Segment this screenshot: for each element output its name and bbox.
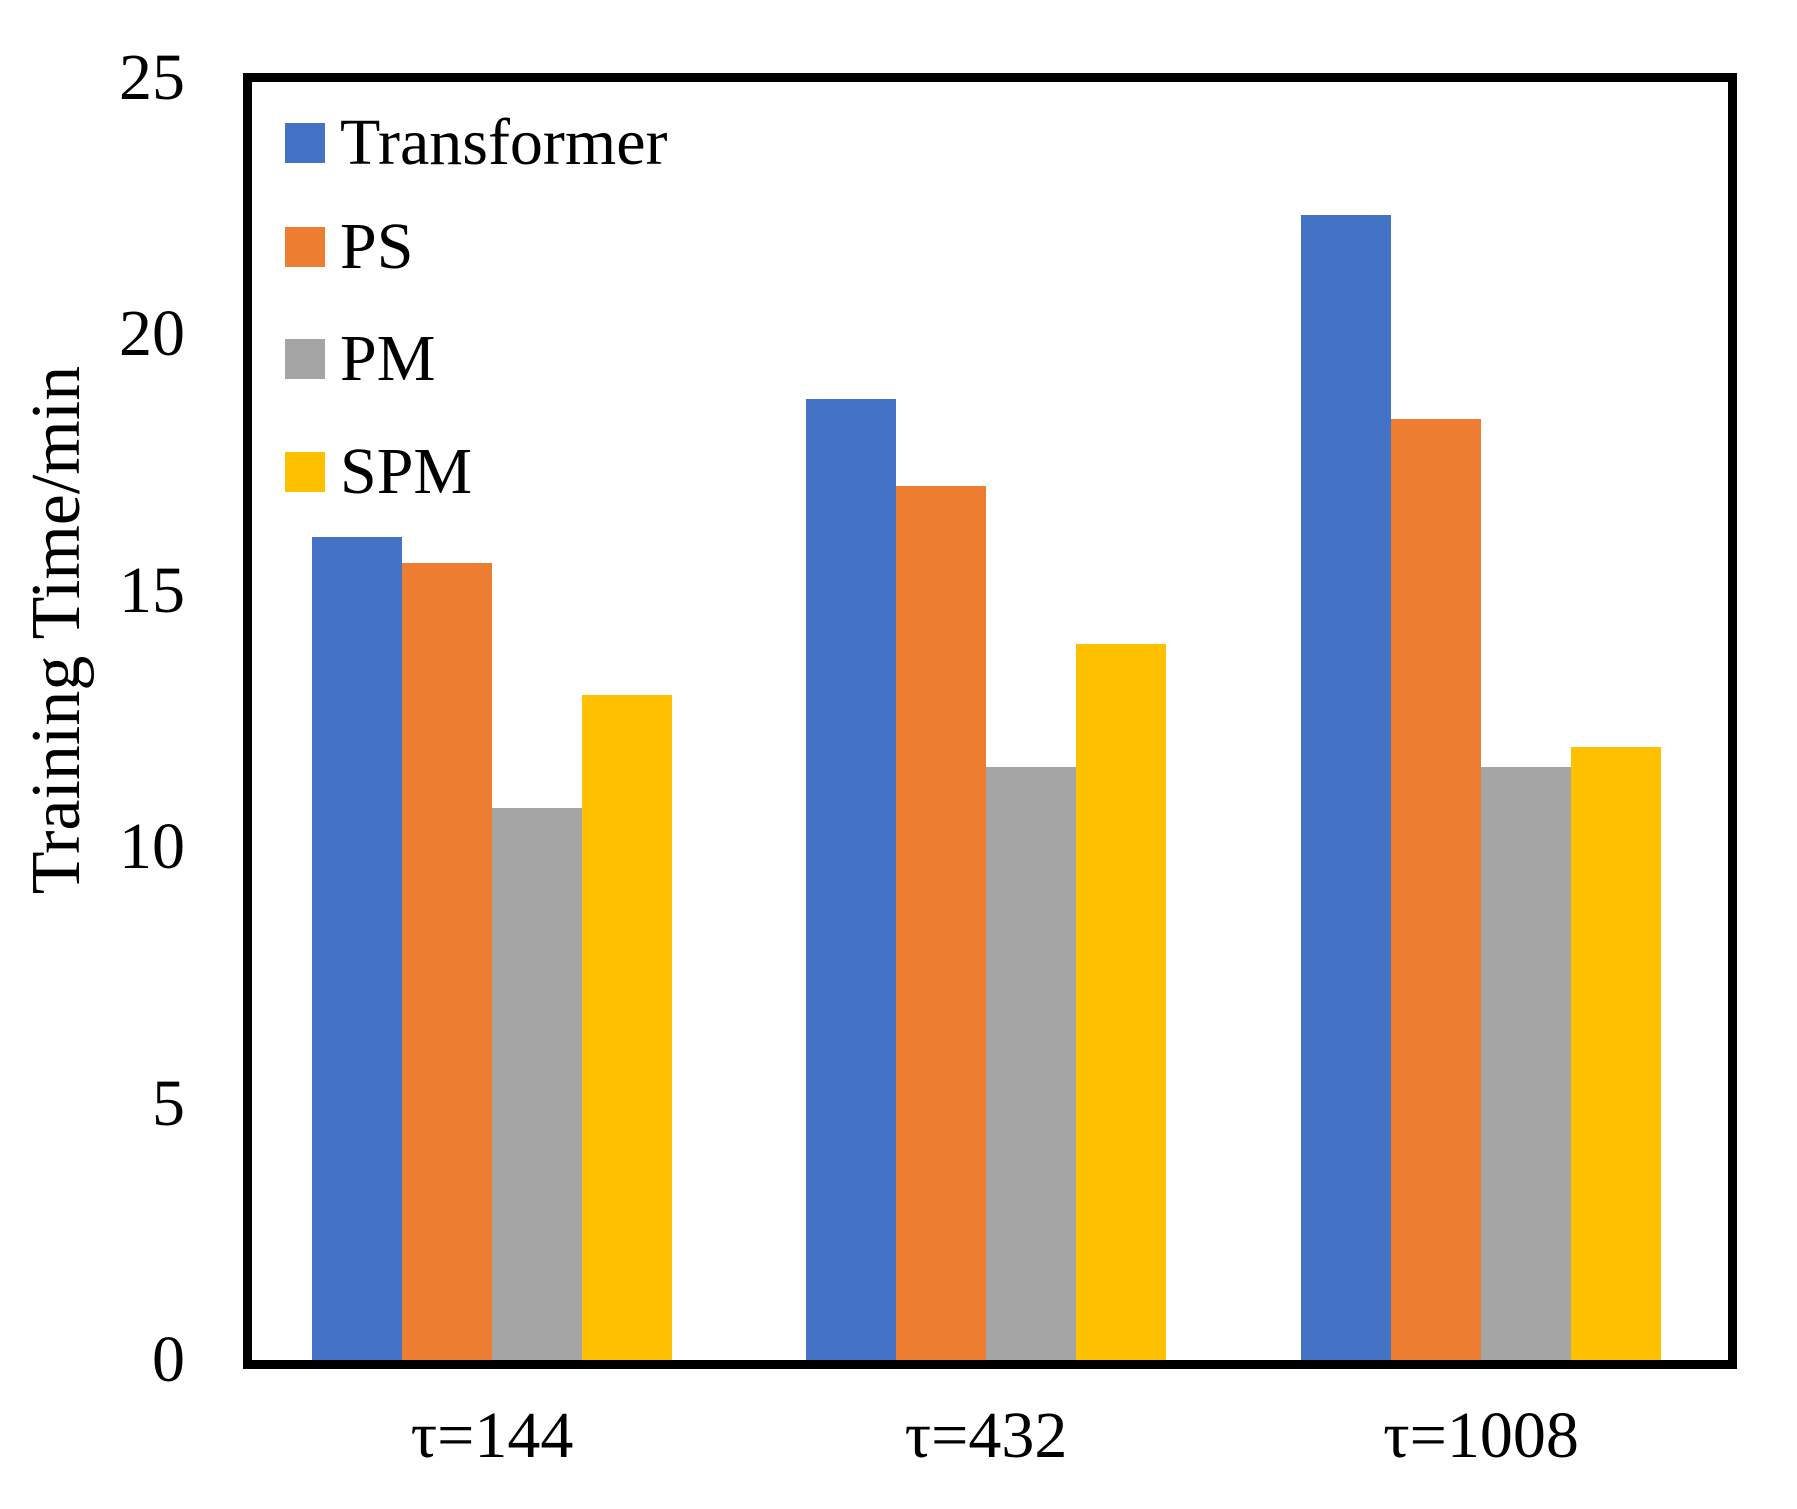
y-tick-label-10: 10 xyxy=(119,810,185,884)
bar-pm--432 xyxy=(986,767,1076,1360)
bar-pm--144 xyxy=(492,807,582,1360)
y-tick-label-25: 25 xyxy=(119,41,185,114)
legend-swatch-spm xyxy=(285,452,325,492)
x-tick-label--1008: τ=1008 xyxy=(1383,1399,1579,1472)
legend-swatch-ps xyxy=(285,227,325,267)
bar-ps--1008 xyxy=(1391,419,1481,1360)
y-tick-label-15: 15 xyxy=(119,553,185,627)
legend-swatch-transformer xyxy=(285,123,325,163)
bar-transformer--144 xyxy=(312,536,402,1360)
x-tick-label--432: τ=432 xyxy=(904,1399,1068,1472)
bar-ps--432 xyxy=(896,485,986,1360)
bar-pm--1008 xyxy=(1481,767,1571,1360)
bar-spm--432 xyxy=(1076,644,1166,1360)
legend-label-spm: SPM xyxy=(340,435,473,508)
bar-transformer--1008 xyxy=(1301,214,1391,1360)
legend-label-ps: PS xyxy=(340,210,414,283)
y-tick-label-0: 0 xyxy=(152,1323,185,1396)
x-tick-label--144: τ=144 xyxy=(410,1399,574,1472)
legend-swatch-pm xyxy=(285,339,325,379)
bar-spm--144 xyxy=(582,695,672,1360)
y-tick-label-5: 5 xyxy=(152,1066,185,1140)
bar-ps--144 xyxy=(402,562,492,1360)
bar-transformer--432 xyxy=(806,398,896,1360)
legend-label-pm: PM xyxy=(340,322,436,395)
legend-label-transformer: Transformer xyxy=(340,106,668,179)
bar-spm--1008 xyxy=(1571,746,1661,1360)
y-tick-label-20: 20 xyxy=(119,297,185,371)
